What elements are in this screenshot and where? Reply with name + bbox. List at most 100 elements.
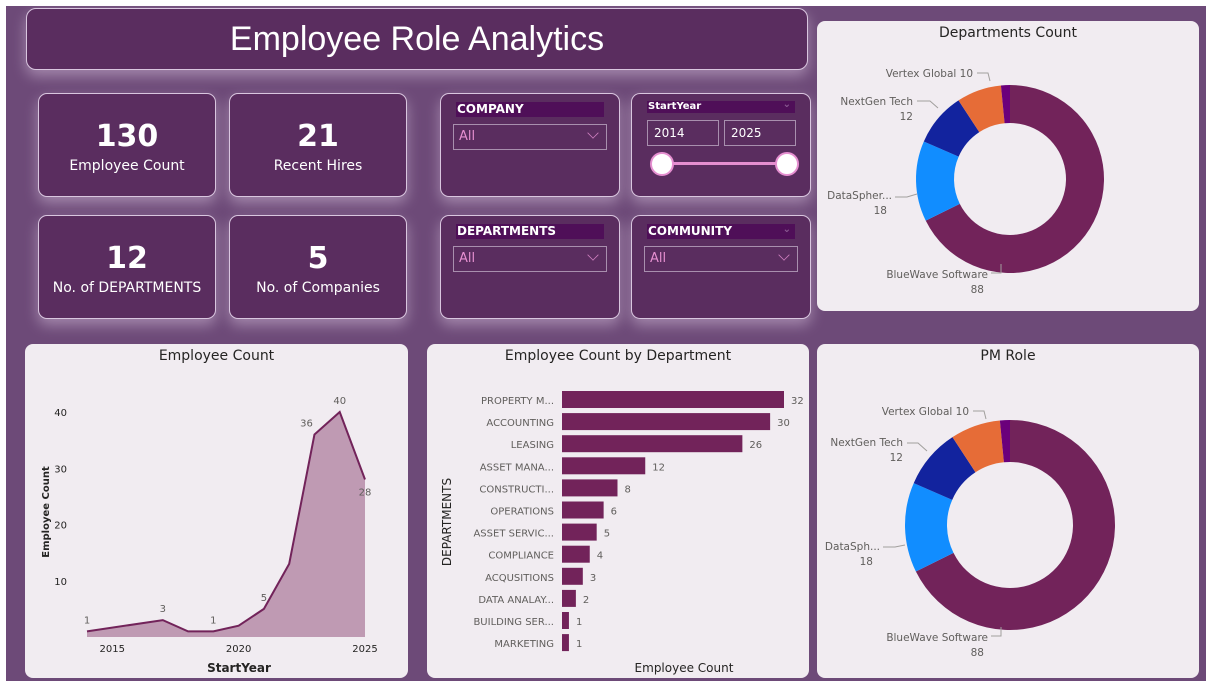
leader-line: [991, 627, 1002, 637]
x-axis-title: Employee Count: [635, 661, 734, 675]
report-title-box: Employee Role Analytics: [26, 8, 808, 70]
community-dropdown[interactable]: All: [644, 246, 798, 272]
company-slicer-header: COMPANY: [456, 102, 604, 117]
bar: [562, 435, 743, 453]
donut-slice: [916, 141, 960, 221]
category-label: ASSET SERVIC...: [473, 529, 554, 540]
category-label: COMPLIANCE: [488, 551, 554, 562]
category-label: ACCOUNTING: [486, 418, 554, 429]
kpi-card-employee-count[interactable]: 130 Employee Count: [38, 93, 216, 197]
kpi-card-recent-hires[interactable]: 21 Recent Hires: [229, 93, 407, 197]
bar-value-label: 12: [652, 462, 665, 473]
category-label: CONSTRUCTI...: [479, 484, 554, 495]
area-fill: [87, 412, 365, 637]
dropdown-value: All: [459, 251, 476, 266]
donut-slice: [958, 85, 1005, 133]
data-label: 36: [300, 419, 313, 430]
bar-value-label: 2: [583, 595, 589, 606]
bar: [562, 479, 618, 497]
leader-line: [991, 264, 1002, 274]
donut-data-label: 12: [890, 452, 903, 464]
category-label: DATA ANALAY...: [478, 595, 554, 606]
chevron-down-icon[interactable]: ⌄: [782, 99, 791, 110]
donut-data-label: NextGen Tech: [840, 96, 913, 108]
bar-value-label: 4: [597, 551, 603, 562]
x-tick-label: 2020: [226, 644, 251, 655]
donut-data-label: 18: [874, 205, 887, 217]
bar-value-label: 1: [576, 639, 582, 650]
donut-data-label: DataSpher...: [827, 190, 892, 202]
x-tick-label: 2025: [352, 644, 377, 655]
bar-value-label: 6: [611, 507, 617, 518]
company-dropdown[interactable]: All: [453, 124, 607, 150]
leader-line: [973, 410, 987, 420]
chevron-down-icon: [778, 249, 790, 261]
slicer-title: DEPARTMENTS: [457, 224, 557, 238]
departments-dropdown[interactable]: All: [453, 246, 607, 272]
bar: [562, 457, 646, 475]
bar: [562, 413, 771, 431]
employee-count-by-department-card[interactable]: Employee Count by Department PROPERTY M.…: [427, 344, 809, 678]
data-label: 40: [333, 396, 346, 407]
employee-count-card[interactable]: Employee Count 10 20 30 40 2015 2020 2025 Start…: [25, 344, 408, 678]
pm-role-donut: BlueWave Software 88 DataSph... 18 NextGen T…: [825, 406, 1115, 659]
bar: [562, 567, 583, 585]
slicer-title: COMPANY: [457, 102, 524, 116]
range-slider-start-handle[interactable]: [650, 152, 674, 176]
kpi-label: No. of DEPARTMENTS: [52, 280, 202, 296]
leader-line: [917, 100, 939, 109]
start-year-from-input[interactable]: 2014: [647, 120, 719, 146]
leader-line: [883, 544, 906, 548]
kpi-value: 130: [95, 119, 159, 154]
leader-line: [977, 72, 991, 82]
bar: [562, 391, 784, 408]
kpi-card-departments[interactable]: 12 No. of DEPARTMENTS: [38, 215, 216, 319]
donut-slice: [952, 420, 1004, 473]
leader-line: [907, 442, 928, 452]
x-axis-title: StartYear: [207, 661, 271, 675]
category-label: MARKETING: [494, 639, 554, 650]
data-label: 28: [359, 488, 372, 499]
chart-title: Employee Count: [158, 348, 275, 364]
donut-slice: [999, 420, 1010, 463]
kpi-label: Employee Count: [69, 158, 185, 174]
range-slider-end-handle[interactable]: [775, 152, 799, 176]
kpi-card-companies[interactable]: 5 No. of Companies: [229, 215, 407, 319]
donut-slice: [913, 437, 976, 500]
bar: [562, 523, 597, 541]
bar: [562, 612, 569, 629]
area-line: [86, 410, 366, 633]
range-slider-track: [662, 162, 787, 165]
bar-value-label: 26: [749, 440, 762, 451]
start-year-slicer-header: StartYear ⌄: [647, 99, 795, 113]
y-tick-label: 10: [54, 577, 67, 588]
donut-data-label: 18: [860, 556, 873, 568]
category-label: ACQUSITIONS: [485, 573, 554, 584]
departments-slicer-header: DEPARTMENTS: [456, 224, 604, 239]
donut-data-label: DataSph...: [825, 541, 880, 553]
chart-title: Employee Count by Department: [504, 348, 732, 364]
start-year-slicer: StartYear ⌄ 2014 2025: [631, 93, 811, 197]
bar: [562, 501, 604, 519]
start-year-to-input[interactable]: 2025: [724, 120, 796, 146]
data-label: 5: [261, 593, 267, 604]
dropdown-value: All: [650, 251, 667, 266]
bar-value-label: 3: [590, 573, 596, 584]
donut-data-label: 88: [971, 647, 984, 659]
bar: [562, 634, 569, 652]
bar-value-label: 1: [576, 617, 582, 628]
x-tick-label: 2015: [100, 644, 125, 655]
donut-slice: [925, 85, 1104, 273]
category-label: PROPERTY M...: [481, 396, 554, 407]
pm-role-card[interactable]: PM Role BlueWave Software 88 DataSph... 18 N…: [817, 344, 1199, 678]
departments-count-card[interactable]: Departments Count BlueWave Software 88 Dat…: [817, 21, 1199, 311]
chevron-down-icon[interactable]: ⌄: [782, 224, 791, 235]
donut-data-label: NextGen Tech: [830, 437, 903, 449]
report-canvas: Employee Role Analytics 130 Employee Cou…: [6, 6, 1206, 681]
company-slicer: COMPANY All: [440, 93, 620, 197]
donut-slice: [1000, 85, 1010, 124]
report-title: Employee Role Analytics: [229, 19, 605, 58]
chart-title: PM Role: [980, 348, 1036, 364]
leader-line: [895, 193, 918, 198]
